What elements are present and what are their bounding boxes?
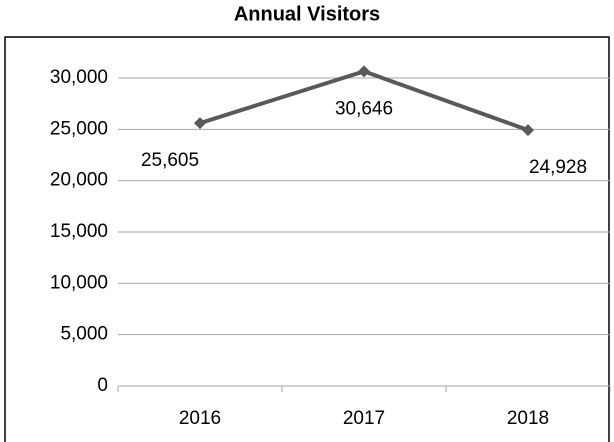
chart-title: Annual Visitors bbox=[234, 3, 380, 25]
y-tick-label: 30,000 bbox=[50, 67, 108, 88]
x-tick-label: 2017 bbox=[343, 408, 385, 429]
point-marker bbox=[522, 124, 534, 137]
x-tick-label: 2016 bbox=[179, 408, 221, 429]
y-tick-label: 25,000 bbox=[50, 118, 108, 139]
data-label: 24,928 bbox=[529, 157, 587, 178]
point-marker bbox=[194, 117, 206, 130]
data-label: 25,605 bbox=[141, 150, 199, 171]
x-tick-label: 2018 bbox=[507, 408, 549, 429]
chart-frame bbox=[4, 36, 610, 442]
y-tick-label: 5,000 bbox=[60, 324, 108, 345]
y-tick-label: 10,000 bbox=[50, 272, 108, 293]
point-marker bbox=[358, 65, 370, 78]
y-tick-label: 15,000 bbox=[50, 221, 108, 242]
data-label: 30,646 bbox=[335, 98, 393, 119]
y-tick-label: 20,000 bbox=[50, 170, 108, 191]
y-tick-label: 0 bbox=[97, 375, 108, 396]
